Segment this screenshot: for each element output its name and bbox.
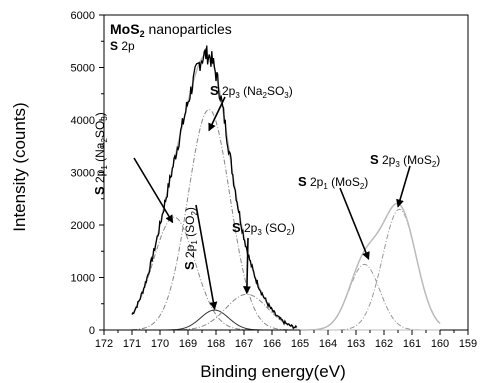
y-tick-label: 4000 — [71, 115, 95, 127]
plot-border — [103, 14, 469, 331]
peak-arrow — [339, 187, 370, 261]
peak-label: S 2p3 (MoS2) — [370, 152, 440, 169]
x-tick-label: 165 — [291, 338, 309, 350]
y-tick-label: 6000 — [71, 10, 95, 22]
envelope-curve — [299, 202, 441, 331]
raw-data-curve — [131, 45, 298, 330]
component-curve — [299, 263, 440, 331]
x-tick-label: 159 — [459, 338, 477, 350]
plot-frame — [103, 14, 469, 331]
x-tick-label: 170 — [151, 338, 169, 350]
component-curve — [131, 108, 298, 331]
peak-label: S 2p1 (SO2) — [182, 207, 199, 270]
x-tick-label: 162 — [375, 338, 393, 350]
x-tick-label: 169 — [179, 338, 197, 350]
y-tick-label: 3000 — [71, 168, 95, 180]
x-tick-label: 161 — [403, 338, 421, 350]
peak-label: S 2p3 (SO2) — [232, 220, 295, 237]
x-tick-label: 172 — [95, 338, 113, 350]
peak-arrow — [396, 165, 411, 208]
x-tick-label: 164 — [319, 338, 337, 350]
x-tick-label: 171 — [123, 338, 141, 350]
chart-title: MoS2 nanoparticles — [110, 21, 232, 39]
chart-subtitle: S 2p — [110, 39, 135, 53]
y-tick-label: 0 — [89, 325, 95, 337]
peak-arrow — [242, 237, 251, 295]
y-tick-label: 1000 — [71, 273, 95, 285]
peak-label: S 2p3 (Na2SO3) — [210, 83, 293, 100]
peak-arrow — [195, 204, 218, 310]
y-tick-label: 2000 — [71, 220, 95, 232]
x-tick-label: 163 — [347, 338, 365, 350]
peak-arrow — [208, 96, 226, 132]
peak-label: S 2p1 (Na2SO3) — [92, 112, 109, 195]
y-axis-title: Intensity (counts) — [10, 102, 29, 231]
y-tick-label: 5000 — [71, 63, 95, 75]
x-axis-title: Binding energy(eV) — [200, 362, 346, 381]
annotations: S 2p3 (Na2SO3) S 2p1 (Na2SO3) S 2p1 (SO2) S… — [92, 83, 440, 310]
ticks: 172 171 170 169 168 167 166 165 164 163 162 161 160 1… — [71, 10, 478, 350]
x-tick-label: 168 — [207, 338, 225, 350]
curves — [131, 45, 441, 331]
peak-arrow — [133, 157, 174, 224]
peak-label: S 2p1 (MoS2) — [298, 174, 368, 191]
x-tick-label: 167 — [235, 338, 253, 350]
x-tick-label: 166 — [263, 338, 281, 350]
x-tick-label: 160 — [431, 338, 449, 350]
